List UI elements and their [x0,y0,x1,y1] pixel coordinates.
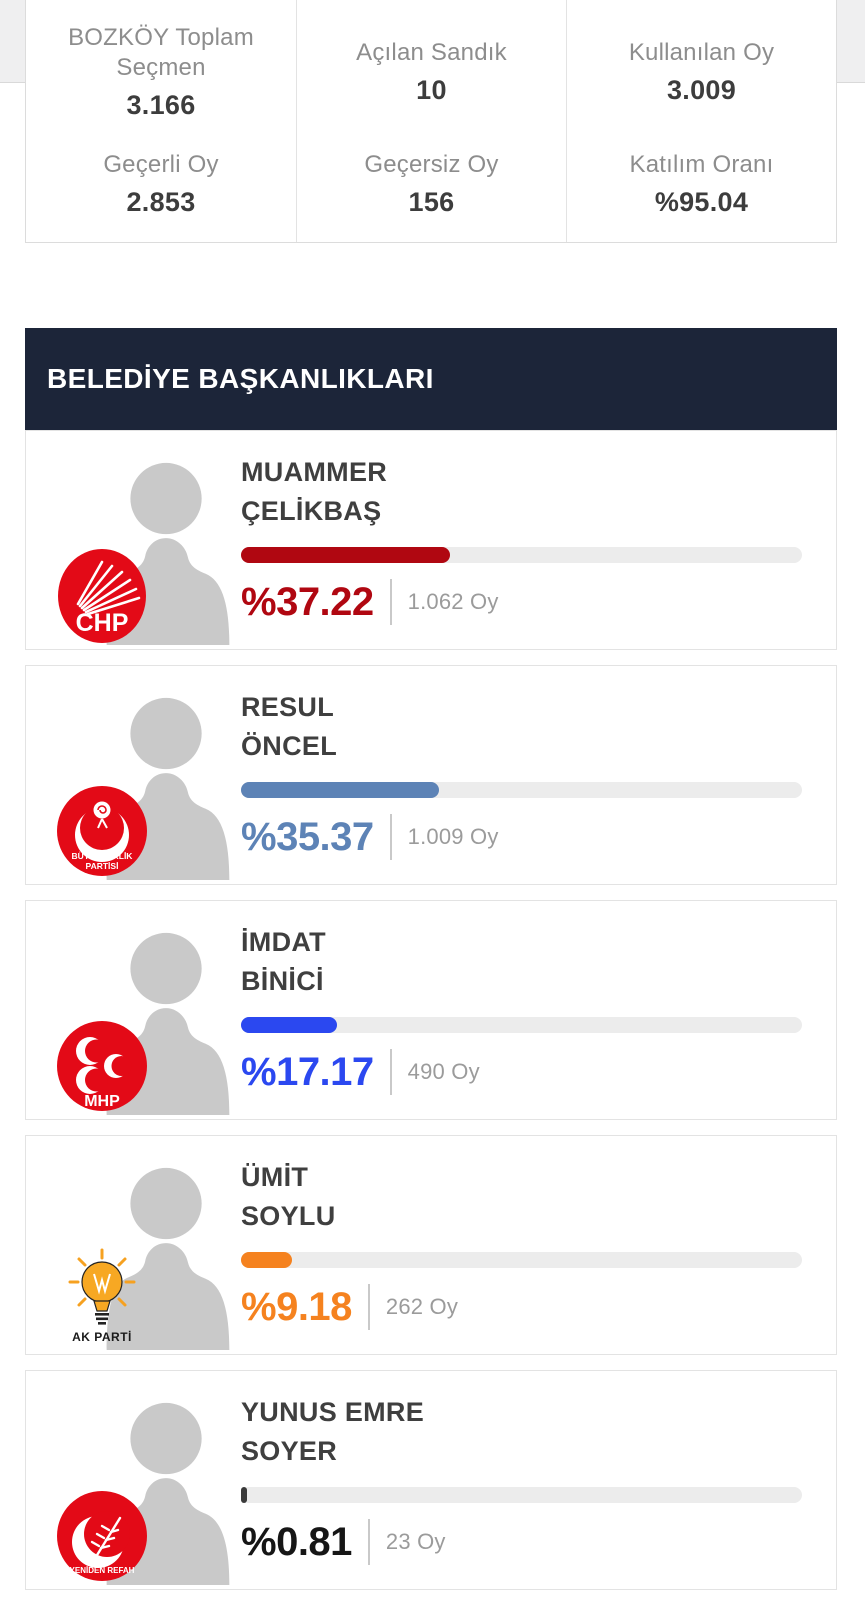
candidate-name: RESUL ÖNCEL [241,692,337,761]
vote-count: 1.009 Oy [407,824,499,849]
candidate-name: YUNUS EMRE SOYER [241,1397,425,1466]
candidate-info: YUNUS EMRE SOYER %0.81 23 Oy [241,1393,802,1565]
vote-percentage: %17.17 [241,1049,374,1094]
candidate-result: %17.17 490 Oy [241,1049,802,1095]
divider [389,1049,392,1095]
vote-share-bar [241,547,802,563]
candidate-info: RESUL ÖNCEL %35.37 1.009 Oy [241,688,802,860]
candidate-result: %9.18 262 Oy [241,1284,802,1330]
candidate-name: ÜMİT SOYLU [241,1162,336,1231]
candidate-avatar [106,1167,230,1350]
divider [389,579,392,625]
akp-logo: AK PARTİ [68,1248,136,1344]
vote-share-bar-fill [241,1487,247,1503]
stat-value: 2.853 [126,187,196,217]
svg-text:PARTİSİ: PARTİSİ [86,861,119,871]
stat-label: Geçersiz Oy [364,151,499,178]
svg-text:YENİDEN REFAH: YENİDEN REFAH [70,1566,135,1575]
candidate-card-yunus-emre-soyer: YENİDEN REFAH YUNUS EMRE SOYER %0.81 23 … [25,1370,837,1590]
divider [389,814,392,860]
summary-column-3: Kullanılan Oy 3.009 Katılım Oranı %95.04 [566,0,836,242]
vote-share-bar-fill [241,547,450,563]
stat-value: %95.04 [654,187,749,217]
election-summary-card: BOZKÖY Toplam Seçmen 3.166 Geçerli Oy 2.… [25,0,837,243]
candidate-card-resul-oncel: BÜYÜK BİRLİK PARTİSİ RESUL ÖNCEL %35.37 … [25,665,837,885]
stat-label: Katılım Oranı [629,151,774,178]
candidate-card-umit-soylu: AK PARTİ ÜMİT SOYLU %9.18 262 Oy [25,1135,837,1355]
candidate-info: İMDAT BİNİCİ %17.17 490 Oy [241,923,802,1095]
candidate-result: %37.22 1.062 Oy [241,579,802,625]
stat-turnout-rate: Katılım Oranı %95.04 [567,132,836,236]
summary-column-2: Açılan Sandık 10 Geçersiz Oy 156 [296,0,566,242]
svg-text:MHP: MHP [84,1093,120,1110]
vote-count: 490 Oy [407,1059,480,1084]
vote-share-bar-fill [241,782,440,798]
candidate-info: ÜMİT SOYLU %9.18 262 Oy [241,1158,802,1330]
divider [367,1284,370,1330]
stat-value: 3.009 [666,75,737,105]
svg-text:CHP: CHP [76,609,129,637]
svg-text:AK PARTİ: AK PARTİ [72,1329,132,1344]
stat-value: 3.166 [126,90,196,120]
stat-label: Açılan Sandık [356,39,507,66]
vote-percentage: %0.81 [241,1519,352,1564]
vote-share-bar [241,1252,802,1268]
bbp-logo: BÜYÜK BİRLİK PARTİSİ [57,786,147,876]
stat-used-votes: Kullanılan Oy 3.009 [567,12,836,132]
candidate-name: MUAMMER ÇELİKBAŞ [241,457,388,526]
candidate-card-imdat-binici: MHP İMDAT BİNİCİ %17.17 490 Oy [25,900,837,1120]
section-header: BELEDİYE BAŞKANLIKLARI [25,328,837,430]
stat-value: 156 [408,187,455,217]
stat-valid-votes: Geçerli Oy 2.853 [26,132,296,236]
chp-logo: CHP [58,549,146,643]
vote-count: 1.062 Oy [407,589,499,614]
vote-share-bar-fill [241,1017,338,1033]
stat-label: Kullanılan Oy [628,39,775,66]
yeniden-refah-logo: YENİDEN REFAH [57,1491,147,1581]
stat-label: BOZKÖY Toplam Seçmen [68,24,254,81]
candidate-name: İMDAT BİNİCİ [241,927,326,996]
vote-count: 23 Oy [385,1529,446,1554]
candidate-result: %0.81 23 Oy [241,1519,802,1565]
vote-percentage: %37.22 [241,579,374,624]
mayoral-results-section: BELEDİYE BAŞKANLIKLARI CHP MUAMMER ÇELİK… [25,328,837,1590]
divider [367,1519,370,1565]
section-title: BELEDİYE BAŞKANLIKLARI [47,363,434,394]
candidate-info: MUAMMER ÇELİKBAŞ %37.22 1.062 Oy [241,453,802,625]
vote-percentage: %35.37 [241,814,374,859]
candidate-card-muammer-celikbas: CHP MUAMMER ÇELİKBAŞ %37.22 1.062 Oy [25,430,837,650]
stat-opened-ballot-boxes: Açılan Sandık 10 [297,12,566,132]
candidate-result: %35.37 1.009 Oy [241,814,802,860]
stat-label: Geçerli Oy [103,151,219,178]
vote-percentage: %9.18 [241,1284,352,1329]
stat-invalid-votes: Geçersiz Oy 156 [297,132,566,236]
stat-total-voters: BOZKÖY Toplam Seçmen 3.166 [26,12,296,132]
vote-count: 262 Oy [385,1294,459,1319]
svg-text:BÜYÜK BİRLİK: BÜYÜK BİRLİK [72,851,134,861]
vote-share-bar-fill [241,1252,293,1268]
vote-share-bar [241,782,802,798]
stat-value: 10 [416,75,447,105]
summary-column-1: BOZKÖY Toplam Seçmen 3.166 Geçerli Oy 2.… [26,0,296,242]
vote-share-bar [241,1487,802,1503]
vote-share-bar [241,1017,802,1033]
mhp-logo: MHP [57,1021,147,1111]
